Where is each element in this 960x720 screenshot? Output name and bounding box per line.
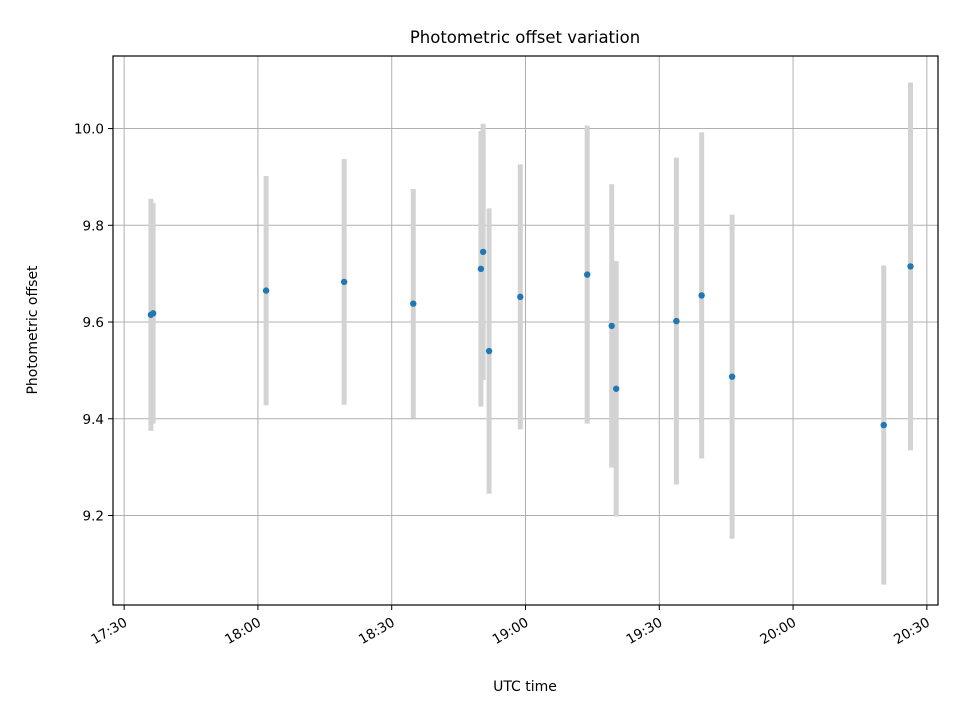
y-tick-label: 9.6 <box>83 315 104 331</box>
data-point <box>485 347 493 355</box>
y-tick-label: 10.0 <box>74 122 104 138</box>
data-point <box>340 278 348 286</box>
data-point <box>477 265 485 273</box>
data-point <box>880 421 887 429</box>
data-point <box>149 310 157 317</box>
x-axis-label: UTC time <box>493 679 557 695</box>
data-point <box>698 292 705 299</box>
data-points <box>147 248 914 429</box>
y-axis-label: Photometric offset <box>25 265 41 395</box>
data-point <box>907 263 914 270</box>
data-point <box>583 271 591 278</box>
data-point <box>410 300 417 307</box>
y-tick-label: 9.8 <box>83 218 104 234</box>
chart-title: Photometric offset variation <box>410 28 640 47</box>
data-point <box>612 385 620 392</box>
data-point <box>608 322 615 330</box>
data-point <box>673 317 680 325</box>
data-point <box>479 248 487 256</box>
data-point <box>728 373 736 380</box>
grid <box>113 56 938 605</box>
y-tick-label: 9.2 <box>83 509 104 525</box>
data-point <box>517 293 524 301</box>
data-point <box>262 287 270 294</box>
y-tick-label: 9.4 <box>83 412 104 428</box>
